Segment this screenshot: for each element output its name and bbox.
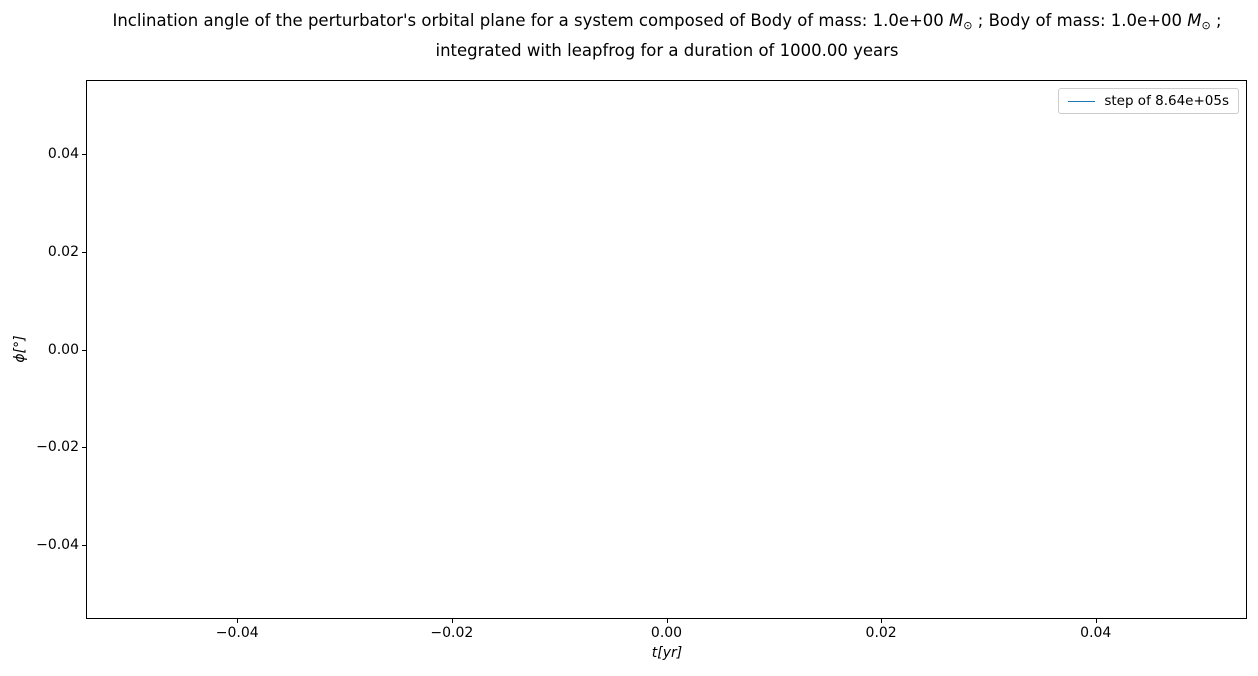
sun-subscript-2: ⊙: [1201, 19, 1211, 32]
y-tick-label: 0.02: [47, 243, 79, 260]
y-tick-mark: [82, 349, 86, 351]
x-tick-mark: [237, 619, 239, 623]
x-tick-mark: [1095, 619, 1097, 623]
x-tick-mark: [666, 619, 668, 623]
y-tick-mark: [82, 447, 86, 449]
y-tick-label: 0.04: [47, 146, 79, 163]
sun-subscript-1: ⊙: [963, 19, 973, 32]
x-tick-label: 0.04: [1080, 625, 1112, 641]
title-text-2: ; Body of mass: 1.0e+00: [972, 11, 1188, 30]
y-tick-mark: [82, 251, 86, 253]
x-axis-label: t[yr]: [651, 645, 683, 661]
mass-symbol-2: M: [1187, 11, 1202, 30]
x-tick-mark: [881, 619, 883, 623]
mass-symbol-1: M: [949, 11, 964, 30]
y-tick-label: −0.04: [36, 536, 79, 553]
y-tick-mark: [82, 544, 86, 546]
y-tick-label: −0.02: [36, 439, 79, 456]
legend-line-sample: [1068, 100, 1096, 102]
data-series-layer: [87, 81, 1246, 618]
chart-title-line1: Inclination angle of the perturbator's o…: [86, 8, 1248, 38]
y-tick-label: 0.00: [47, 341, 79, 358]
plot-area: step of 8.64e+05s −0.04 −0.02 0.00 0.02 0.04…: [36, 80, 1247, 641]
chart-title: Inclination angle of the perturbator's o…: [86, 8, 1248, 63]
legend: step of 8.64e+05s: [1058, 88, 1239, 114]
x-tick-label: −0.02: [430, 625, 474, 641]
legend-label: step of 8.64e+05s: [1104, 93, 1229, 109]
x-tick-mark: [451, 619, 453, 623]
title-text-1: Inclination angle of the perturbator's o…: [112, 11, 950, 30]
title-text-3: ;: [1210, 11, 1222, 30]
x-tick-label: −0.04: [215, 625, 259, 641]
chart-title-line2: integrated with leapfrog for a duration …: [435, 41, 899, 60]
y-tick-mark: [82, 154, 86, 156]
x-tick-label: 0.00: [650, 625, 683, 641]
y-axis-label: ϕ[°]: [12, 335, 28, 363]
x-tick-label: 0.02: [865, 625, 897, 641]
